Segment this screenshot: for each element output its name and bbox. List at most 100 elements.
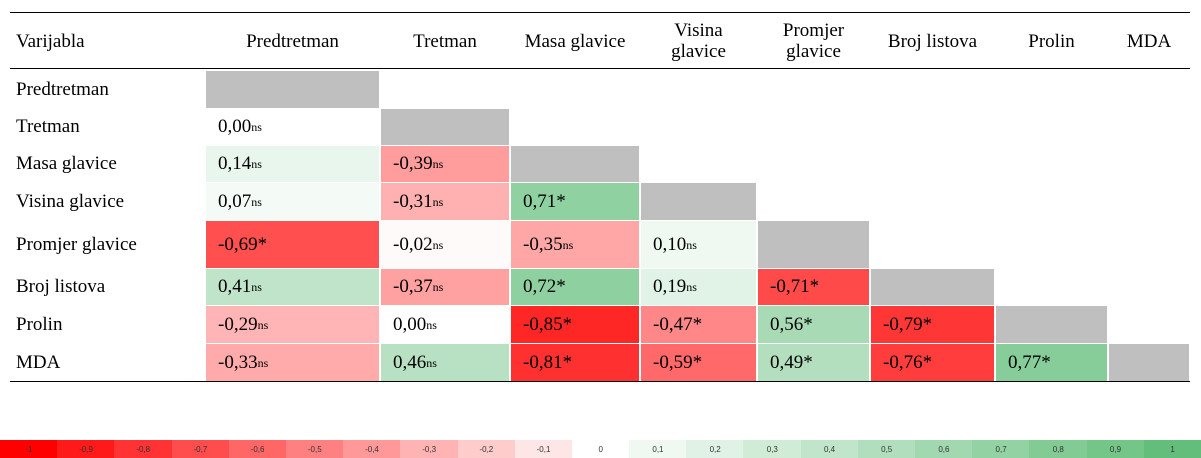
legend-swatch: 0,3 (743, 440, 802, 458)
cell-value: 0,00 (393, 313, 427, 335)
correlation-cell: 0,07 ns (206, 183, 379, 220)
correlation-cell: 0,00 ns (206, 109, 379, 145)
diagonal-cell (1109, 344, 1189, 381)
row-label: Prolin (16, 313, 63, 335)
correlation-cell: -0,33 ns (206, 344, 379, 381)
cell-value: -0,35 (523, 233, 563, 255)
correlation-cell: -0,29 ns (206, 306, 379, 343)
legend-swatch: 0,7 (972, 440, 1030, 458)
correlation-cell: -0,81* (511, 344, 639, 381)
correlation-cell: 0,56* (758, 306, 869, 343)
correlation-cell: -0,76* (871, 344, 994, 381)
diagonal-cell (381, 109, 509, 145)
correlation-cell: 0,72* (511, 269, 639, 305)
legend-swatch: -0,8 (114, 440, 173, 458)
legend-swatch: -0,4 (343, 440, 401, 458)
legend-swatch: -0,6 (228, 440, 287, 458)
correlation-cell: 0,00 ns (381, 306, 509, 343)
cell-value: -0,33 (218, 351, 258, 373)
cell-value: 0,77* (1008, 351, 1051, 373)
legend-swatch: -1 (0, 440, 58, 458)
cell-value: -0,37 (393, 276, 433, 297)
correlation-cell: 0,46 ns (381, 344, 509, 381)
row-label: Tretman (16, 116, 80, 137)
correlation-cell: -0,79* (871, 306, 994, 343)
column-header: Broj listova (887, 30, 978, 52)
cell-value: -0,31 (393, 190, 433, 212)
cell-value: -0,71* (770, 276, 820, 297)
correlation-cell: 0,10 ns (641, 221, 756, 268)
header-rule (10, 68, 1190, 69)
cell-value: -0,47* (653, 313, 703, 335)
correlation-cell: 0,14 ns (206, 146, 379, 182)
column-header: Promjer glavice (782, 20, 845, 62)
diagonal-cell (641, 183, 756, 220)
row-label: Promjer glavice (16, 233, 137, 255)
correlation-cell: -0,85* (511, 306, 639, 343)
cell-value: 0,56* (770, 313, 813, 335)
cell-value: -0,79* (883, 313, 933, 335)
row-label: Masa glavice (16, 153, 117, 174)
row-label: Broj listova (16, 276, 106, 297)
correlation-cell: -0,47* (641, 306, 756, 343)
cell-value: -0,69* (218, 233, 268, 255)
cell-value: 0,49* (770, 351, 813, 373)
correlation-cell: -0,31 ns (381, 183, 509, 220)
column-header: Predtretman (246, 30, 339, 52)
correlation-cell: -0,69* (206, 221, 379, 268)
correlation-cell: -0,39 ns (381, 146, 509, 182)
legend-swatch: 0,4 (800, 440, 859, 458)
correlation-cell: -0,71* (758, 269, 869, 305)
cell-value: -0,02 (393, 233, 433, 255)
diagonal-cell (206, 71, 379, 108)
legend-swatch: 0,6 (915, 440, 973, 458)
column-header: MDA (1126, 30, 1172, 52)
legend-swatch: 1 (1143, 440, 1201, 458)
cell-value: 0,72* (523, 276, 566, 297)
correlation-cell: 0,49* (758, 344, 869, 381)
correlation-cell: -0,35 ns (511, 221, 639, 268)
column-header: Tretman (413, 30, 477, 52)
correlation-cell: 0,41 ns (206, 269, 379, 305)
cell-value: -0,76* (883, 351, 933, 373)
correlation-cell: -0,59* (641, 344, 756, 381)
correlation-cell: -0,02 ns (381, 221, 509, 268)
legend-swatch: -0,2 (457, 440, 516, 458)
legend-swatch: 0,1 (629, 440, 687, 458)
diagonal-cell (511, 146, 639, 182)
legend-swatch: 0,9 (1086, 440, 1145, 458)
cell-value: -0,85* (523, 313, 573, 335)
diagonal-cell (996, 306, 1107, 343)
diagonal-cell (758, 221, 869, 268)
diagonal-cell (871, 269, 994, 305)
column-header: Masa glavice (524, 30, 626, 52)
cell-value: -0,59* (653, 351, 703, 373)
legend-swatch: 0,2 (686, 440, 744, 458)
legend-swatch: 0,5 (857, 440, 916, 458)
cell-value: -0,81* (523, 351, 573, 373)
cell-value: -0,39 (393, 153, 433, 174)
top-rule (10, 12, 1190, 13)
correlation-cell: -0,37 ns (381, 269, 509, 305)
cell-value: -0,29 (218, 313, 258, 335)
cell-value: 0,71* (523, 190, 566, 212)
cell-value: 0,07 (218, 190, 252, 212)
cell-value: 0,00 (218, 116, 252, 137)
column-header: Visina glavice (671, 20, 726, 62)
legend-swatch: 0,8 (1029, 440, 1088, 458)
bottom-rule (10, 381, 1190, 382)
correlation-cell: 0,71* (511, 183, 639, 220)
cell-value: 0,14 (218, 153, 252, 174)
column-header: Varijabla (16, 30, 85, 52)
column-header: Prolin (1028, 30, 1075, 52)
legend-swatch: -0,7 (171, 440, 230, 458)
legend-swatch: -0,3 (400, 440, 459, 458)
cell-value: 0,19 (653, 276, 687, 297)
legend-swatch: -0,9 (57, 440, 115, 458)
legend-swatch: -0,5 (285, 440, 344, 458)
row-label: MDA (16, 351, 61, 373)
legend-swatch: -0,1 (514, 440, 573, 458)
cell-value: 0,46 (393, 351, 427, 373)
row-label: Visina glavice (16, 190, 125, 212)
row-label: Predtretman (16, 78, 109, 100)
